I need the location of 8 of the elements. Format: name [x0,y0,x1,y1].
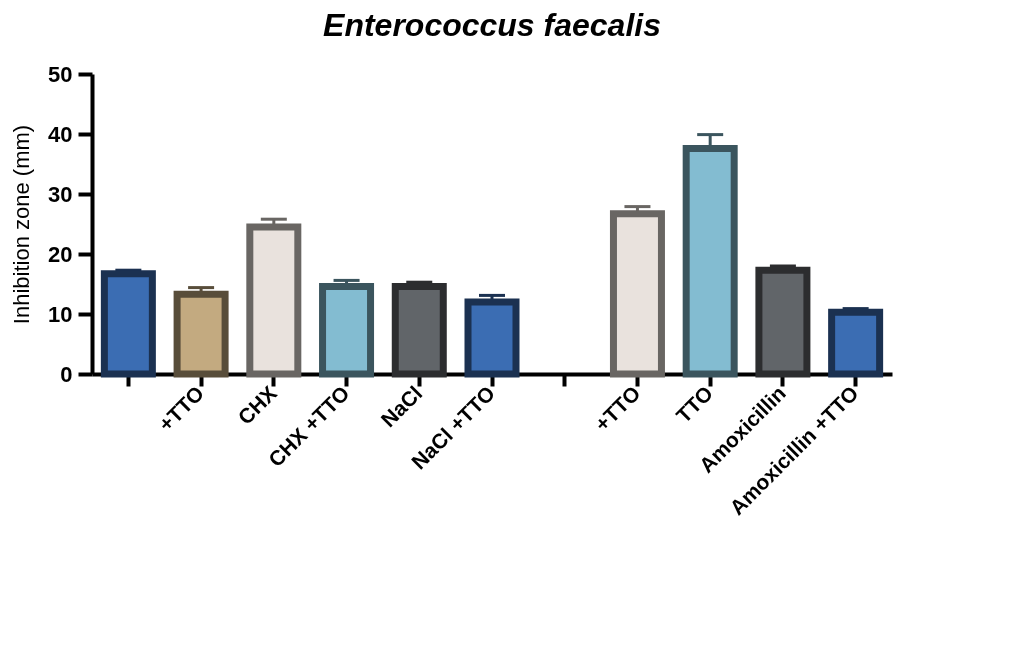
chart-title: Enterococcus faecalis [323,7,661,43]
y-axis-title: Inhibition zone (mm) [9,124,35,325]
y-tick-label: 50 [48,61,73,87]
y-tick-label: 30 [48,181,73,207]
y-tick-label: 0 [60,361,73,387]
y-tick-label: 10 [48,301,73,327]
y-tick-label: 40 [48,121,73,147]
y-tick-label: 20 [48,241,73,267]
